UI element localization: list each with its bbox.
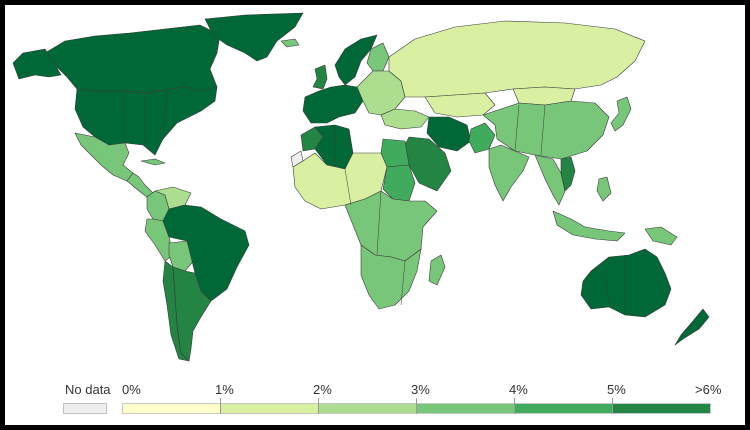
tick-mark-3 xyxy=(416,398,417,414)
region-indonesia xyxy=(552,210,626,242)
region-iceland xyxy=(280,38,300,48)
region-brazil xyxy=(162,204,250,302)
region-turkey xyxy=(380,108,430,130)
tick-mark-5 xyxy=(612,398,613,414)
region-vietnam xyxy=(560,156,576,192)
region-china xyxy=(482,100,610,160)
world-choropleth-map xyxy=(12,12,710,362)
scale-bin-2-3 xyxy=(319,404,417,413)
region-australia xyxy=(580,248,672,318)
scale-bin-4-5 xyxy=(515,404,613,413)
region-iran xyxy=(426,116,472,152)
region-united-kingdom xyxy=(312,64,328,90)
tick-label-4: 4% xyxy=(509,382,528,397)
region-southeast-asia xyxy=(534,154,566,206)
region-philippines xyxy=(596,176,612,202)
region-greenland xyxy=(204,12,304,62)
region-papua-new-guinea xyxy=(644,226,678,246)
region-cuba xyxy=(140,158,166,166)
tick-mark-2 xyxy=(318,398,319,414)
region-india xyxy=(488,144,530,202)
region-western-europe xyxy=(302,84,364,124)
region-japan xyxy=(610,96,632,132)
region-eastern-europe xyxy=(356,70,406,116)
scale-bin-0-1 xyxy=(123,404,221,413)
legend: No data 0% 1% 2% 3% 4% 5% >6% xyxy=(5,380,745,425)
region-central-africa xyxy=(344,190,438,262)
region-alaska xyxy=(12,48,62,80)
nodata-swatch xyxy=(63,403,107,414)
region-canada xyxy=(44,24,221,94)
tick-label-6: >6% xyxy=(695,382,722,397)
tick-label-1: 1% xyxy=(215,382,234,397)
map-panel: No data 0% 1% 2% 3% 4% 5% >6% xyxy=(5,5,745,425)
region-southern-africa xyxy=(360,244,422,310)
tick-label-3: 3% xyxy=(411,382,430,397)
scale-bin-1-2 xyxy=(221,404,319,413)
tick-mark-1 xyxy=(220,398,221,414)
region-kazakhstan xyxy=(424,92,496,118)
region-central-america xyxy=(126,172,154,198)
region-scandinavia xyxy=(334,34,378,86)
scale-bin-3-4 xyxy=(417,404,515,413)
region-russia xyxy=(388,20,646,98)
tick-label-5: 5% xyxy=(607,382,626,397)
region-new-zealand xyxy=(674,308,710,346)
tick-label-0: 0% xyxy=(122,382,141,397)
scale-bin-5-6 xyxy=(613,404,710,413)
region-madagascar xyxy=(428,254,446,286)
border-lines xyxy=(122,89,626,315)
tick-mark-4 xyxy=(514,398,515,414)
region-argentina xyxy=(172,266,212,362)
nodata-label: No data xyxy=(65,382,111,397)
tick-label-2: 2% xyxy=(313,382,332,397)
